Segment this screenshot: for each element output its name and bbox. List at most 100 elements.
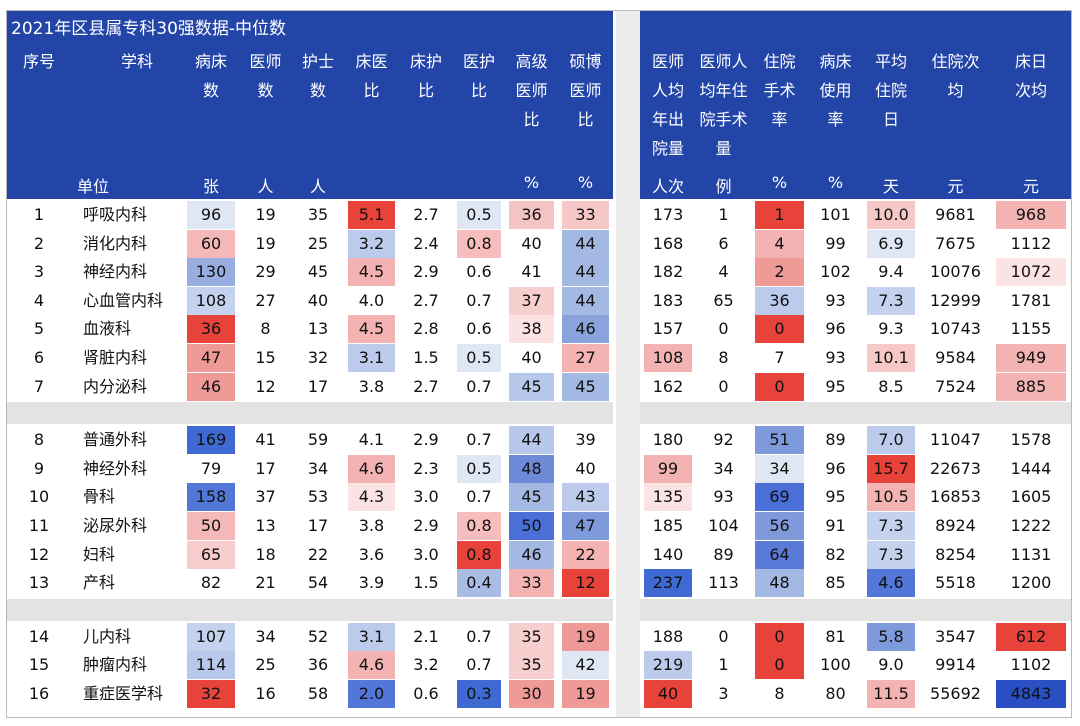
cell-cost_per_stay: 10076 bbox=[930, 262, 981, 282]
cell-seq: 8 bbox=[33, 430, 45, 450]
cell-master_phd: 44 bbox=[562, 258, 609, 287]
cell-beds: 47 bbox=[187, 344, 235, 372]
cell-seq: 14 bbox=[28, 626, 50, 646]
cell-discharges: 180 bbox=[644, 426, 692, 455]
cell-master_phd: 43 bbox=[562, 483, 609, 512]
cell-discharges: 168 bbox=[644, 229, 692, 258]
cell-senior: 40 bbox=[509, 229, 554, 258]
column-header-nurses: 护士 数 bbox=[301, 52, 334, 100]
cell-senior: 41 bbox=[509, 258, 554, 287]
cell-cost_per_day: 1155 bbox=[996, 315, 1066, 344]
column-header-surgeries: 医师人 均年住 院手术 量 bbox=[699, 52, 748, 158]
cell-surgeries: 3 bbox=[718, 684, 729, 703]
cell-doc_nurse: 0.8 bbox=[457, 540, 501, 569]
cell-cost_per_stay: 9584 bbox=[935, 348, 976, 367]
cell-doc_nurse: 0.5 bbox=[457, 454, 501, 483]
cell-discharges: 135 bbox=[644, 483, 692, 512]
cell-surgeries: 8 bbox=[718, 348, 729, 367]
cell-subject: 神经外科 bbox=[83, 458, 148, 478]
cell-nurses: 25 bbox=[307, 233, 329, 253]
cell-seq: 10 bbox=[28, 487, 50, 507]
cell-doctors: 19 bbox=[255, 205, 276, 224]
cell-seq: 2 bbox=[33, 233, 45, 253]
cell-avg_days: 9.4 bbox=[867, 258, 915, 287]
cell-discharges: 140 bbox=[644, 540, 692, 569]
cell-senior: 46 bbox=[509, 540, 554, 569]
cell-nurses: 17 bbox=[307, 376, 329, 396]
cell-cost_per_stay: 12999 bbox=[930, 290, 981, 310]
cell-discharges: 219 bbox=[644, 651, 692, 680]
cell-surgeries: 113 bbox=[708, 573, 739, 593]
cell-bed_nurse: 2.9 bbox=[413, 430, 439, 450]
cell-bed_usage: 93 bbox=[825, 290, 846, 310]
cell-doctors: 12 bbox=[255, 376, 276, 396]
cell-bed_nurse: 2.9 bbox=[413, 262, 439, 282]
cell-senior: 44 bbox=[509, 426, 554, 455]
column-header-avg_days: 平均 住院 日 bbox=[874, 52, 907, 129]
cell-senior: 45 bbox=[509, 372, 554, 401]
cell-senior: 35 bbox=[509, 651, 554, 680]
cell-beds: 130 bbox=[187, 258, 235, 287]
cell-beds: 114 bbox=[187, 651, 235, 680]
cell-senior: 35 bbox=[509, 622, 554, 651]
cell-cost_per_stay: 16853 bbox=[930, 487, 981, 507]
cell-subject: 骨科 bbox=[83, 487, 116, 507]
cell-subject: 重症医学科 bbox=[83, 684, 164, 703]
cell-doctors: 15 bbox=[255, 348, 276, 367]
cell-cost_per_stay: 7675 bbox=[935, 233, 976, 253]
cell-bed_doc: 3.8 bbox=[348, 372, 395, 401]
cell-bed_doc: 3.9 bbox=[348, 569, 395, 598]
cell-avg_days: 11.5 bbox=[867, 680, 915, 708]
cell-master_phd: 45 bbox=[562, 372, 609, 401]
data-table: 2021年区县属专科30强数据-中位数 序号 学科 单位 病床 数张 医师 数人 护士 数人… bbox=[6, 10, 1072, 718]
column-unit-nurses: 人 bbox=[309, 177, 326, 196]
table-row: 13 产科 82 21 54 3.9 1.5 0.4 33 12 237 113 48 85 4.6 5518… bbox=[7, 569, 1071, 598]
cell-bed_usage: 95 bbox=[825, 376, 846, 396]
cell-cost_per_stay: 8924 bbox=[935, 516, 976, 535]
cell-subject: 内分泌科 bbox=[83, 376, 148, 396]
cell-surgery_rate: 4 bbox=[755, 229, 804, 258]
cell-bed_usage: 96 bbox=[825, 319, 846, 339]
cell-cost_per_stay: 7524 bbox=[935, 376, 976, 396]
cell-senior: 33 bbox=[509, 569, 554, 598]
cell-nurses: 22 bbox=[307, 544, 329, 564]
cell-nurses: 17 bbox=[307, 516, 329, 535]
cell-surgery_rate: 34 bbox=[755, 454, 804, 483]
cell-bed_doc: 4.5 bbox=[348, 315, 395, 344]
cell-senior: 45 bbox=[509, 483, 554, 512]
cell-senior: 30 bbox=[509, 680, 554, 708]
column-unit-doctors: 人 bbox=[257, 177, 274, 196]
cell-bed_usage: 101 bbox=[820, 205, 851, 224]
column-header-bed_usage: 病床 使用 率 bbox=[819, 52, 852, 129]
cell-bed_nurse: 3.0 bbox=[413, 544, 439, 564]
cell-avg_days: 10.1 bbox=[867, 344, 915, 372]
cell-senior: 38 bbox=[509, 315, 554, 344]
cell-surgery_rate: 64 bbox=[755, 540, 804, 569]
cell-surgery_rate: 7 bbox=[755, 344, 804, 372]
cell-discharges: 185 bbox=[644, 512, 692, 540]
column-unit-cost_per_day: 元 bbox=[1022, 177, 1039, 196]
cell-cost_per_stay: 55692 bbox=[930, 684, 981, 703]
cell-beds: 107 bbox=[187, 622, 235, 651]
cell-senior: 40 bbox=[509, 344, 554, 372]
cell-surgeries: 0 bbox=[718, 319, 729, 339]
cell-bed_usage: 82 bbox=[825, 544, 846, 564]
cell-bed_usage: 91 bbox=[825, 516, 846, 535]
table-row: 3 神经内科 130 29 45 4.5 2.9 0.6 41 44 182 4 2 102 9.4 1007… bbox=[7, 258, 1071, 287]
cell-doc_nurse: 0.7 bbox=[457, 622, 501, 651]
cell-avg_days: 7.0 bbox=[867, 426, 915, 455]
cell-seq: 16 bbox=[28, 684, 50, 703]
cell-surgeries: 93 bbox=[713, 487, 734, 507]
cell-bed_doc: 3.1 bbox=[348, 622, 395, 651]
cell-bed_nurse: 2.7 bbox=[413, 376, 439, 396]
cell-surgeries: 6 bbox=[718, 233, 729, 253]
cell-bed_nurse: 0.6 bbox=[413, 684, 439, 703]
cell-master_phd: 42 bbox=[562, 651, 609, 680]
cell-nurses: 59 bbox=[307, 430, 329, 450]
cell-doc_nurse: 0.6 bbox=[457, 258, 501, 287]
column-unit-senior: % bbox=[523, 173, 540, 192]
cell-bed_doc: 2.0 bbox=[348, 680, 395, 708]
cell-discharges: 157 bbox=[644, 315, 692, 344]
column-unit-beds: 张 bbox=[202, 177, 219, 196]
column-unit-master_phd: % bbox=[577, 173, 594, 192]
